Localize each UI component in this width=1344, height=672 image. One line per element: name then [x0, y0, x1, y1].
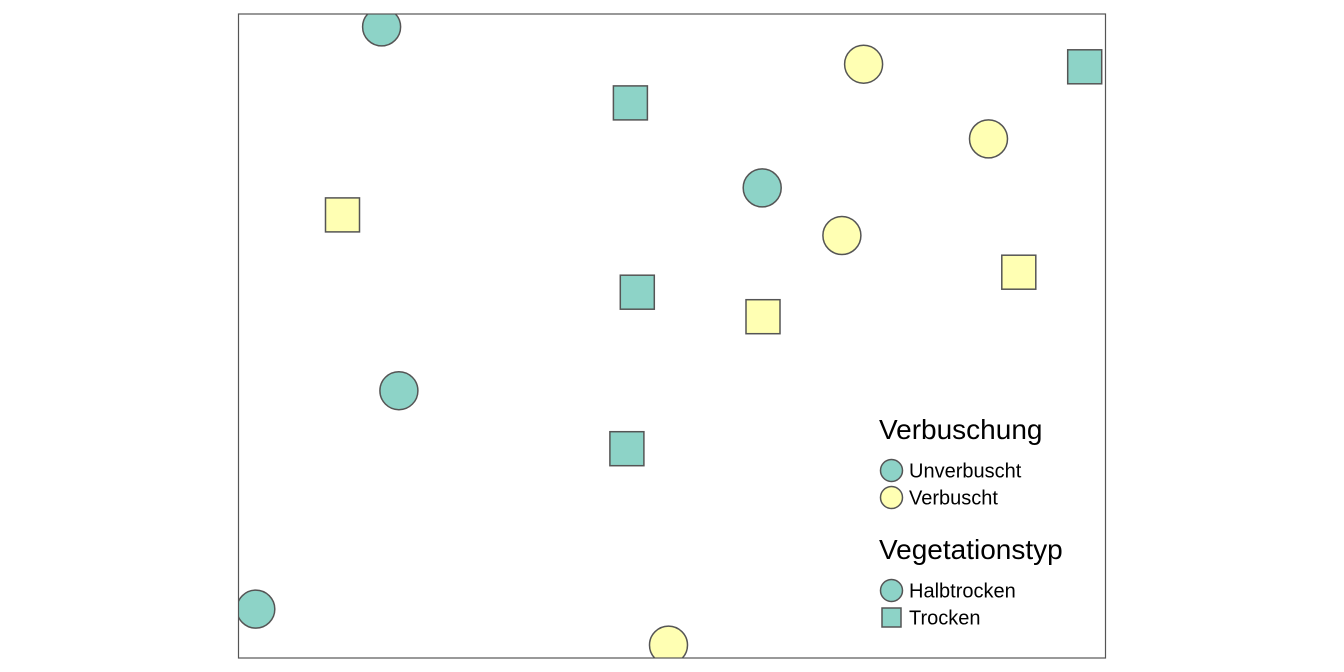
- legend-label-trocken: Trocken: [909, 608, 981, 630]
- scatter-point-15: [745, 298, 781, 335]
- scatter-point-13: [324, 197, 361, 233]
- data-points: [238, 14, 1103, 658]
- scatter-point-9: [843, 44, 884, 84]
- scatter-point-14: [1001, 254, 1037, 290]
- legend-vegetationstyp: Vegetationstyp Halbtrocken Trocken: [879, 534, 1063, 630]
- legend-key-verbuscht: [879, 485, 904, 510]
- plot-background: [238, 14, 1106, 658]
- scatter-point-3: [238, 589, 276, 629]
- legend-key-unverbuscht: [879, 458, 904, 483]
- legend-label-unverbuscht: Unverbuscht: [909, 461, 1022, 483]
- legend-key-trocken: [881, 607, 902, 628]
- scatter-point-11: [822, 215, 862, 256]
- scatter-point-10: [968, 119, 1009, 159]
- legend-verbuschung: Verbuschung Unverbuscht Verbuscht: [879, 414, 1042, 510]
- legend-title-verbuschung: Verbuschung: [879, 414, 1042, 445]
- scatter-point-6: [619, 274, 656, 310]
- legend-title-vegetationstyp: Vegetationstyp: [879, 534, 1063, 565]
- legend-key-halbtrocken: [879, 578, 904, 603]
- legend: Verbuschung Unverbuscht Verbuscht Vegeta…: [879, 414, 1063, 630]
- plot-frame: [237, 13, 1107, 659]
- scatter-point-4: [742, 168, 782, 208]
- scatter-point-12: [648, 625, 689, 658]
- scatter-point-2: [379, 370, 419, 411]
- scatter-point-5: [612, 85, 649, 121]
- legend-label-verbuscht: Verbuscht: [909, 488, 998, 510]
- scatter-point-1: [361, 14, 402, 47]
- scatter-point-7: [609, 430, 645, 467]
- legend-label-halbtrocken: Halbtrocken: [909, 581, 1016, 603]
- scatter-point-8: [1066, 49, 1103, 85]
